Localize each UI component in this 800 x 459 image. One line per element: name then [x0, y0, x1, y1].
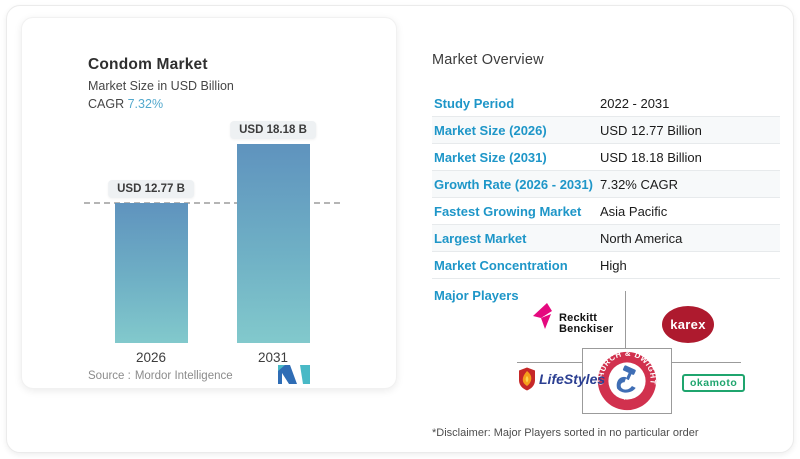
bar-value-badge-2031: USD 18.18 B — [230, 121, 316, 139]
chart-subtitle: Market Size in USD Billion — [88, 79, 234, 93]
panel-title: Market Overview — [432, 52, 544, 68]
source-label: Source : — [88, 370, 131, 382]
x-axis-label-2026: 2026 — [135, 350, 167, 365]
lifestyles-logo: LifeStyles — [518, 367, 605, 391]
table-row: Study Period 2022 - 2031 — [432, 90, 780, 117]
bar-2031 — [237, 144, 310, 343]
cagr-label: CAGR — [88, 97, 125, 111]
reckitt-benckiser-logo: Reckitt Benckiser — [532, 301, 613, 335]
source-attribution: Source : Mordor Intelligence — [88, 370, 237, 382]
mordor-intelligence-logo-icon — [278, 365, 310, 384]
row-value: 7.32% CAGR — [600, 176, 679, 192]
source-value: Mordor Intelligence — [134, 370, 233, 382]
major-players-diagram: Reckitt Benckiser karex CHURCH & DWIGHT … — [432, 291, 780, 421]
arm-and-hammer-icon — [616, 365, 636, 393]
row-label: Study Period — [434, 95, 515, 111]
row-label: Market Concentration — [434, 257, 568, 273]
reckitt-benckiser-wordmark: Reckitt Benckiser — [559, 312, 614, 335]
row-label: Market Size (2026) — [434, 122, 547, 138]
bar-value-badge-2026: USD 12.77 B — [108, 180, 194, 198]
reference-line — [84, 202, 340, 204]
table-row: Largest Market North America — [432, 225, 780, 252]
table-row: Market Concentration High — [432, 252, 780, 279]
lifestyles-wordmark: LifeStyles — [539, 371, 606, 387]
row-label: Fastest Growing Market — [434, 203, 582, 219]
bar-2026 — [115, 203, 188, 343]
major-players-label: Major Players — [434, 288, 519, 303]
row-value: USD 12.77 Billion — [600, 122, 702, 138]
row-value: High — [600, 257, 627, 273]
chart-cagr: CAGR 7.32% — [88, 97, 163, 111]
table-row: Fastest Growing Market Asia Pacific — [432, 198, 780, 225]
church-dwight-seal-icon: CHURCH & DWIGHT CO., INC. — [596, 350, 657, 411]
row-label: Growth Rate (2026 - 2031) — [434, 176, 593, 192]
row-value: Asia Pacific — [600, 203, 668, 219]
table-row: Market Size (2026) USD 12.77 Billion — [432, 117, 780, 144]
row-label: Market Size (2031) — [434, 149, 547, 165]
report-card: Condom Market Market Size in USD Billion… — [6, 5, 794, 453]
cagr-value: 7.32% — [127, 97, 164, 111]
row-value: 2022 - 2031 — [600, 95, 670, 111]
church-dwight-logo: CHURCH & DWIGHT CO., INC. — [582, 348, 672, 414]
x-axis-label-2031: 2031 — [257, 350, 289, 365]
table-row: Market Size (2031) USD 18.18 Billion — [432, 144, 780, 171]
reckitt-kite-icon — [533, 303, 552, 329]
row-value: North America — [600, 230, 683, 246]
market-chart-card: Condom Market Market Size in USD Billion… — [21, 17, 397, 389]
karex-logo: karex — [662, 306, 714, 343]
chart-title: Condom Market — [88, 56, 208, 73]
overview-table: Study Period 2022 - 2031 Market Size (20… — [432, 90, 780, 279]
connector-vertical — [625, 291, 626, 348]
lifestyles-shield-icon — [519, 367, 535, 391]
row-label: Largest Market — [434, 230, 527, 246]
okamoto-logo: okamoto — [682, 374, 746, 392]
disclaimer-text: *Disclaimer: Major Players sorted in no … — [432, 427, 699, 439]
table-row: Growth Rate (2026 - 2031) 7.32% CAGR — [432, 171, 780, 198]
row-value: USD 18.18 Billion — [600, 149, 702, 165]
